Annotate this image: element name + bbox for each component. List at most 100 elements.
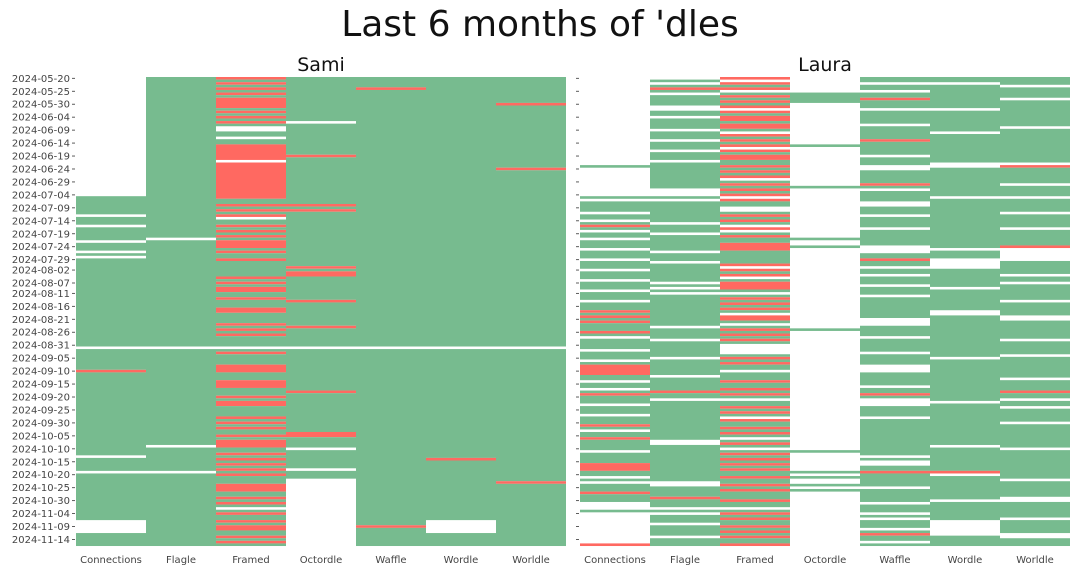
cell-framed-success xyxy=(720,359,790,363)
cell-connections-success xyxy=(580,509,650,513)
cell-octordle-fail xyxy=(286,266,356,269)
cell-framed-fail xyxy=(216,121,286,124)
cell-framed-success xyxy=(720,527,790,531)
cell-waffle-success xyxy=(860,84,930,90)
cell-framed-success xyxy=(720,310,790,313)
cell-framed-success xyxy=(216,108,286,111)
cell-waffle-success xyxy=(356,349,426,526)
cell-octordle-fail xyxy=(286,203,356,207)
cell-framed-fail xyxy=(720,333,790,337)
cell-flagle-success xyxy=(650,253,720,261)
cell-waffle-success xyxy=(860,286,930,295)
cell-framed-fail xyxy=(720,419,790,422)
cell-framed-success xyxy=(720,211,790,215)
cell-wordle-success xyxy=(930,359,1000,401)
cell-framed-success xyxy=(216,424,286,427)
x-tick-label: Framed xyxy=(232,555,270,566)
cell-framed-success xyxy=(720,501,790,508)
cell-waffle-success xyxy=(860,297,930,318)
cell-framed-success xyxy=(720,514,790,518)
cell-framed-fail xyxy=(720,273,790,277)
cell-framed-fail xyxy=(720,463,790,466)
cell-connections-success xyxy=(580,250,650,259)
y-tick-label: 2024-07-09 xyxy=(12,203,70,214)
cell-framed-success xyxy=(216,372,286,381)
cell-framed-fail xyxy=(216,468,286,471)
cell-octordle-success xyxy=(790,92,860,103)
cell-framed-success xyxy=(216,198,286,204)
cell-framed-fail xyxy=(720,543,790,547)
cell-framed-fail xyxy=(216,328,286,331)
cell-framed-success xyxy=(720,486,790,490)
y-tick-label: 2024-06-04 xyxy=(12,113,70,124)
cell-waffle-success xyxy=(860,530,930,534)
cell-waffle-success xyxy=(860,126,930,140)
cell-flagle-success xyxy=(650,328,720,339)
cell-connections-success xyxy=(580,240,650,249)
cell-waffle-success xyxy=(860,354,930,365)
cell-wordle-success xyxy=(930,476,1000,500)
cell-waffle-success xyxy=(860,157,930,166)
cell-waffle-success xyxy=(860,268,930,274)
cell-octordle-success xyxy=(790,470,860,474)
cell-framed-fail xyxy=(216,426,286,430)
cell-framed-fail xyxy=(720,227,790,230)
cell-waffle-success xyxy=(860,276,930,285)
x-tick-label: Flagle xyxy=(166,555,196,566)
cell-framed-fail xyxy=(720,139,790,142)
cell-worldle-success xyxy=(1000,229,1070,246)
cell-octordle-success xyxy=(790,450,860,453)
cell-framed-success xyxy=(216,279,286,282)
cell-worldle-success xyxy=(1000,481,1070,497)
cell-framed-success xyxy=(720,152,790,155)
cell-framed-success xyxy=(216,476,286,484)
cell-framed-success xyxy=(720,216,790,220)
cell-waffle-success xyxy=(860,185,930,189)
cell-framed-success xyxy=(720,232,790,236)
cell-framed-success xyxy=(720,341,790,344)
cell-waffle-success xyxy=(860,465,930,471)
cell-flagle-success xyxy=(146,447,216,471)
cell-flagle-success xyxy=(650,110,720,116)
cell-waffle-success xyxy=(860,325,930,337)
cell-waffle-fail xyxy=(860,470,930,474)
cell-connections-success xyxy=(580,222,650,225)
x-tick-label: Wordle xyxy=(948,555,983,566)
cell-framed-success xyxy=(216,499,286,502)
cell-connections-success xyxy=(580,232,650,238)
cell-wordle-success xyxy=(930,535,1000,547)
cell-framed-success xyxy=(216,543,286,547)
cell-flagle-success xyxy=(650,289,720,293)
cell-worldle-success xyxy=(1000,520,1070,534)
cell-framed-fail xyxy=(216,463,286,466)
cell-framed-success xyxy=(720,450,790,453)
cell-octordle-success xyxy=(790,144,860,147)
cell-framed-success xyxy=(216,447,286,453)
y-tick-label: 2024-06-29 xyxy=(12,177,70,188)
cell-connections-success xyxy=(580,362,650,365)
cell-flagle-success xyxy=(650,95,720,106)
cell-framed-fail xyxy=(216,203,286,207)
y-tick-label: 2024-07-14 xyxy=(12,216,70,227)
cell-connections-success xyxy=(580,431,650,438)
cell-octordle-success xyxy=(286,157,356,204)
x-tick-label: Framed xyxy=(736,555,774,566)
cell-octordle-success xyxy=(286,206,356,210)
cell-framed-fail xyxy=(720,315,790,321)
y-tick-label: 2024-09-20 xyxy=(12,393,70,404)
cell-framed-fail xyxy=(720,219,790,223)
cell-connections-success xyxy=(580,351,650,360)
cell-connections-success xyxy=(580,271,650,280)
cell-framed-fail xyxy=(720,170,790,173)
cell-framed-success xyxy=(720,159,790,166)
cell-framed-success xyxy=(216,95,286,98)
cell-framed-fail xyxy=(216,323,286,326)
y-tick-label: 2024-08-21 xyxy=(12,315,70,326)
cell-framed-fail xyxy=(216,297,286,300)
cell-framed-success xyxy=(720,325,790,329)
cell-framed-fail xyxy=(216,439,286,448)
cell-waffle-fail xyxy=(860,139,930,142)
cell-framed-fail xyxy=(216,214,286,217)
cell-framed-success xyxy=(720,400,790,407)
cell-connections-success xyxy=(580,382,650,388)
